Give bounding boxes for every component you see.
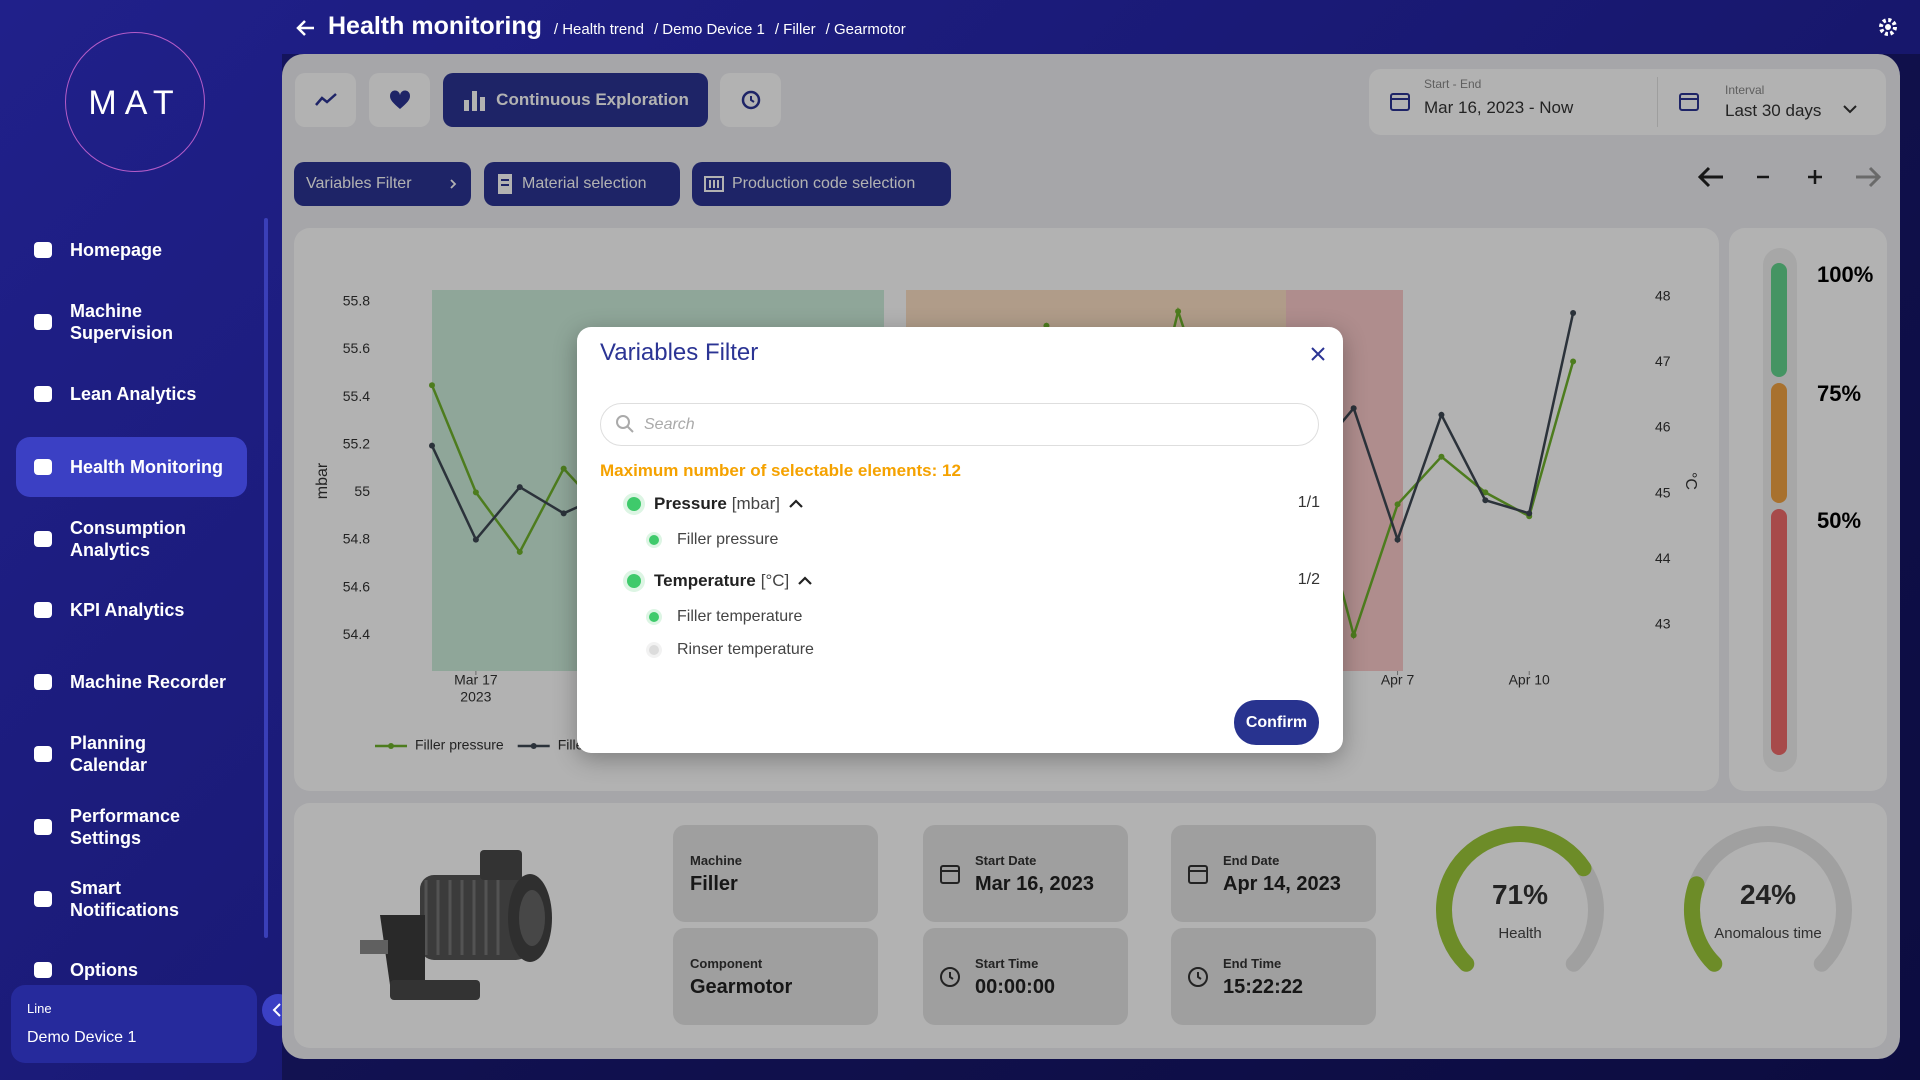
chevron-shape xyxy=(790,501,802,507)
group-count: 1/1 xyxy=(1298,494,1320,512)
dot xyxy=(627,497,641,511)
collapse-chevron[interactable] xyxy=(797,573,813,589)
group-dot xyxy=(622,569,646,593)
variable-name: Filler temperature xyxy=(677,608,802,626)
modal: Variables Filter Search Maximum number o… xyxy=(577,327,1343,753)
search-box[interactable]: Search xyxy=(600,403,1319,446)
search-icon xyxy=(615,414,635,434)
variable-row[interactable]: Rinser temperature xyxy=(645,639,814,661)
close-button[interactable] xyxy=(1310,346,1326,362)
variable-name: Filler pressure xyxy=(677,531,778,549)
group-unit: [°C] xyxy=(761,571,790,591)
modal-title: Variables Filter xyxy=(600,339,758,367)
variable-name: Rinser temperature xyxy=(677,641,814,659)
variable-row[interactable]: Filler pressure xyxy=(645,529,778,551)
group-unit: [mbar] xyxy=(732,494,780,514)
group-name: Pressure xyxy=(654,494,727,514)
variable-dot xyxy=(645,531,663,549)
group-count: 1/2 xyxy=(1298,571,1320,589)
variable-row[interactable]: Filler temperature xyxy=(645,606,802,628)
dot xyxy=(649,645,659,655)
limit-note: Maximum number of selectable elements: 1… xyxy=(600,461,961,481)
group-name: Temperature xyxy=(654,571,756,591)
collapse-chevron[interactable] xyxy=(788,496,804,512)
search-placeholder: Search xyxy=(644,416,695,434)
variable-dot xyxy=(645,608,663,626)
group-row[interactable]: Pressure[mbar] xyxy=(622,492,804,516)
variable-dot xyxy=(645,641,663,659)
confirm-button[interactable]: Confirm xyxy=(1234,700,1319,745)
dot xyxy=(649,535,659,545)
group-row[interactable]: Temperature[°C] xyxy=(622,569,813,593)
dot xyxy=(649,612,659,622)
chevron-shape xyxy=(799,578,811,584)
dot xyxy=(627,574,641,588)
group-dot xyxy=(622,492,646,516)
